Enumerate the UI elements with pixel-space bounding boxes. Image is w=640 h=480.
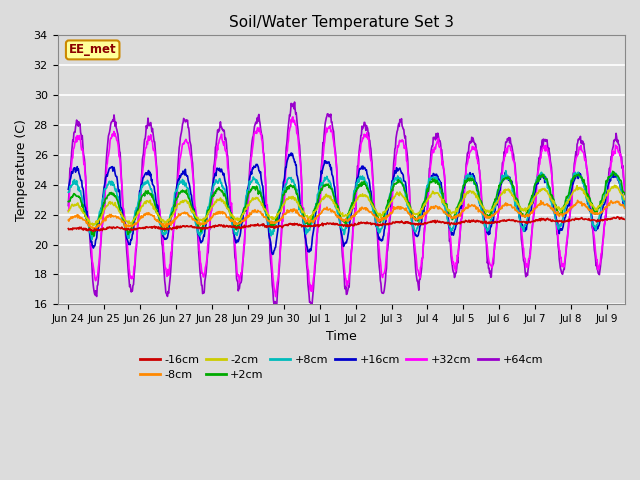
Y-axis label: Temperature (C): Temperature (C)	[15, 119, 28, 221]
Title: Soil/Water Temperature Set 3: Soil/Water Temperature Set 3	[228, 15, 454, 30]
X-axis label: Time: Time	[326, 330, 356, 343]
Legend: -16cm, -8cm, -2cm, +2cm, +8cm, +16cm, +32cm, +64cm: -16cm, -8cm, -2cm, +2cm, +8cm, +16cm, +3…	[135, 350, 547, 385]
Text: EE_met: EE_met	[69, 43, 116, 57]
